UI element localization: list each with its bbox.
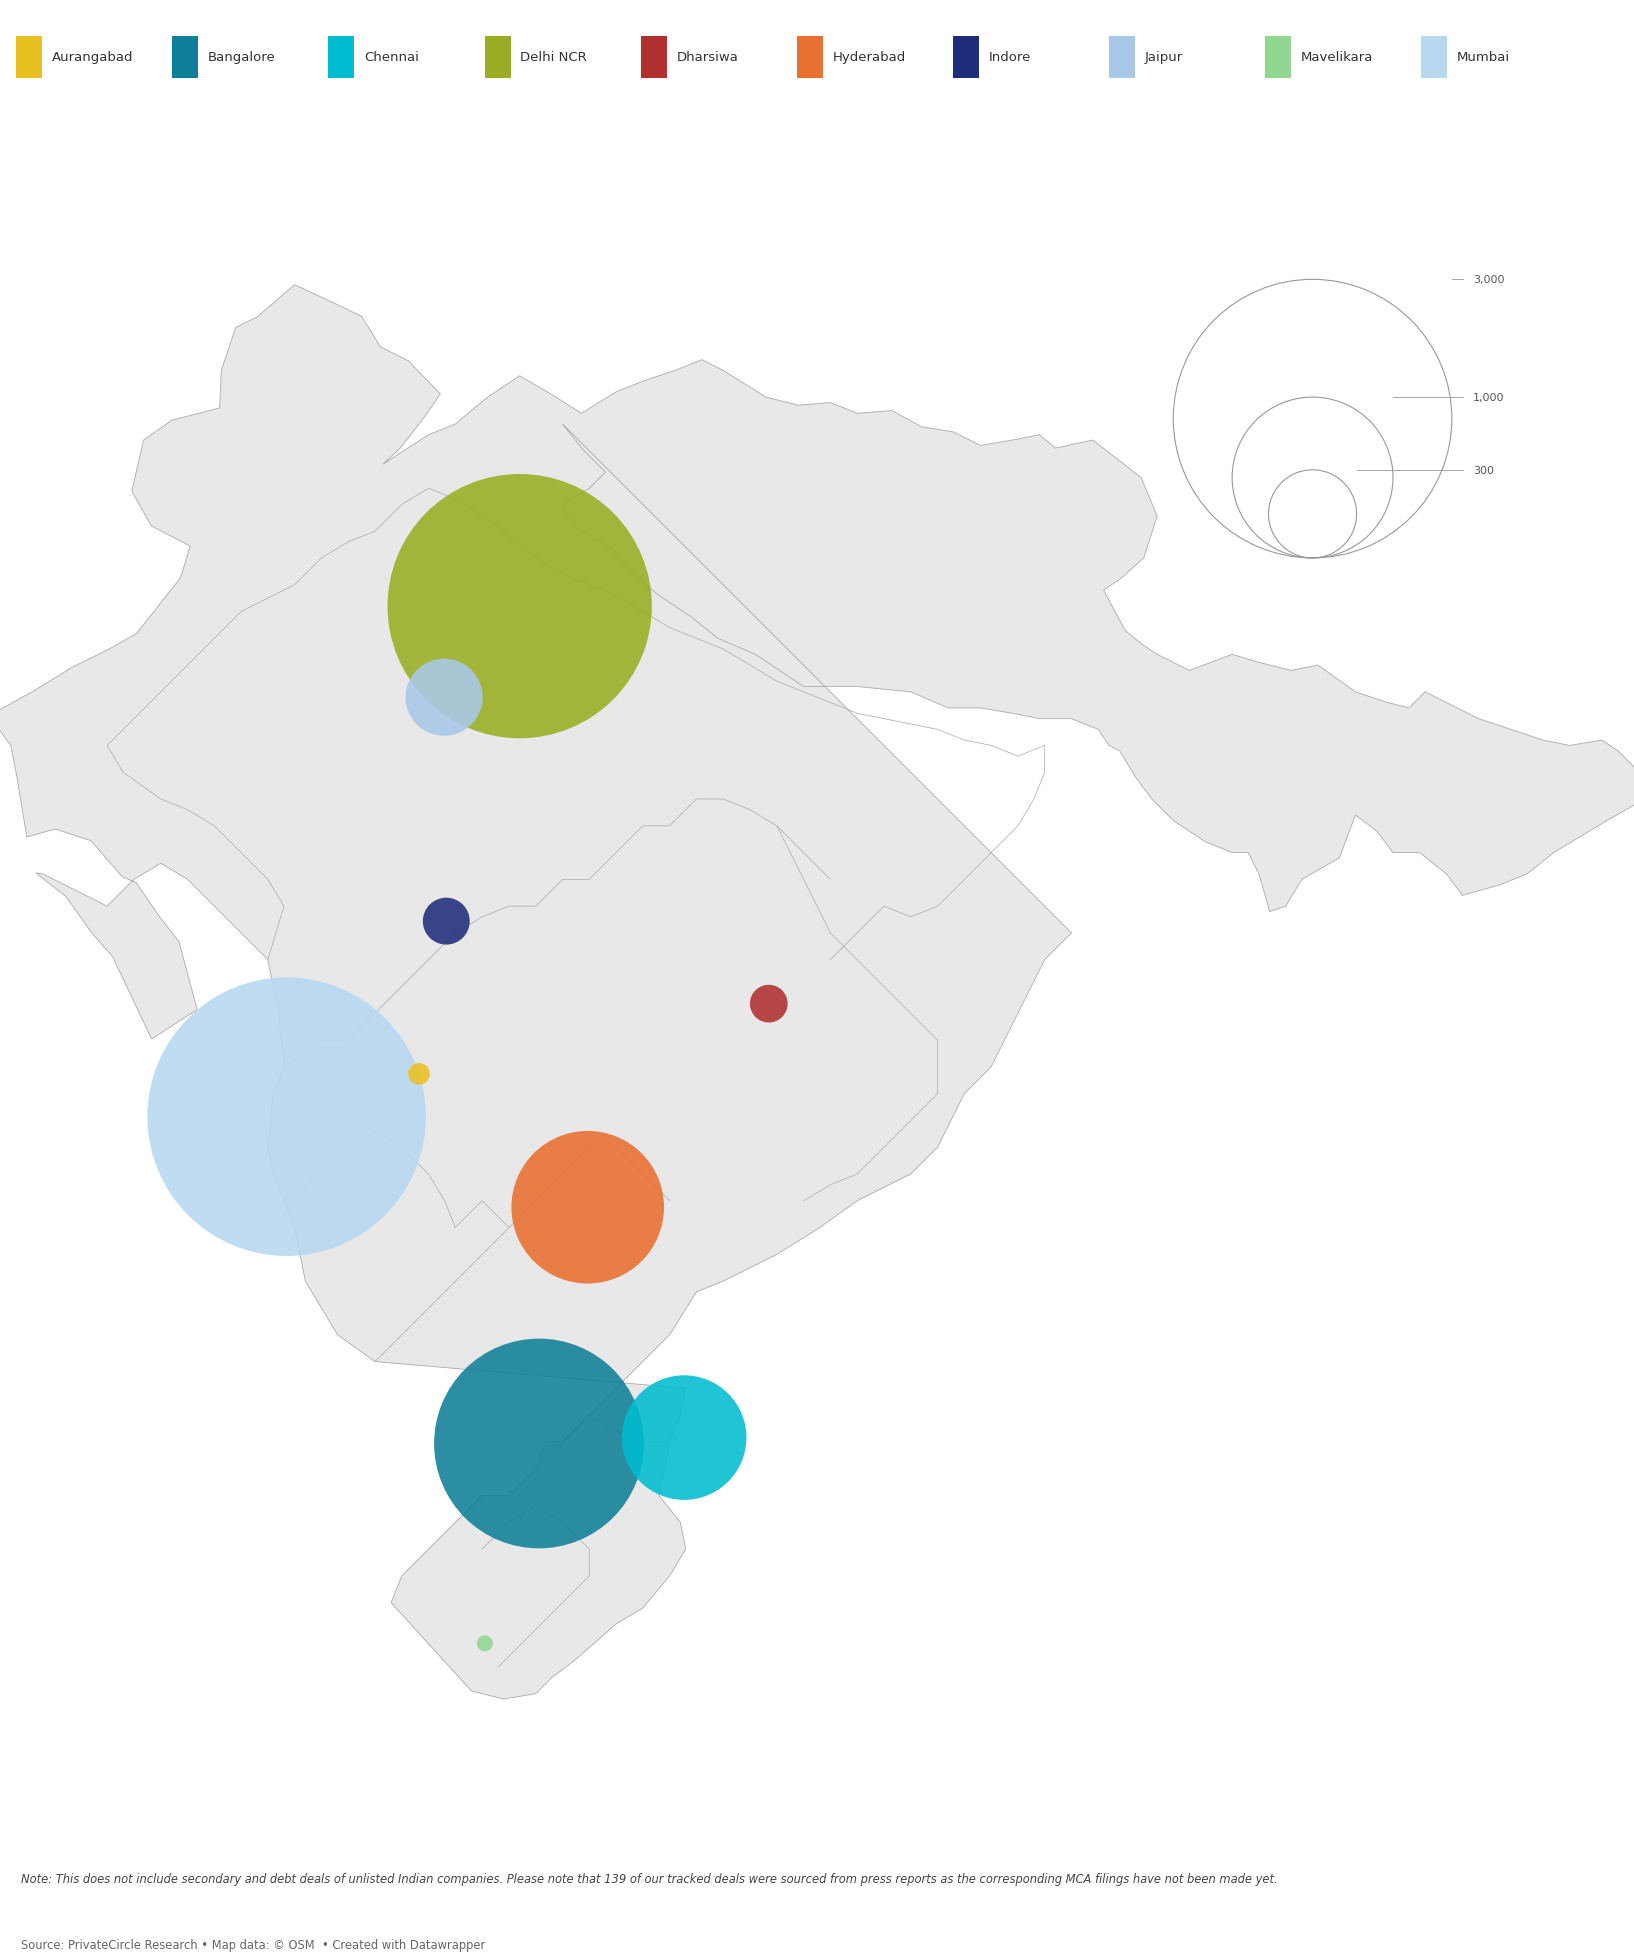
Circle shape	[477, 1636, 493, 1652]
Circle shape	[423, 898, 469, 945]
Circle shape	[408, 1063, 430, 1084]
Text: Delhi NCR: Delhi NCR	[520, 51, 587, 65]
Circle shape	[147, 978, 426, 1256]
Text: 1,000: 1,000	[1474, 393, 1505, 403]
Text: Hyderabad: Hyderabad	[832, 51, 905, 65]
FancyBboxPatch shape	[641, 37, 667, 78]
Text: Bangalore: Bangalore	[208, 51, 276, 65]
FancyBboxPatch shape	[797, 37, 822, 78]
FancyBboxPatch shape	[1265, 37, 1291, 78]
Text: Note: This does not include secondary and debt deals of unlisted Indian companie: Note: This does not include secondary an…	[21, 1873, 1278, 1885]
Text: Mumbai: Mumbai	[1458, 51, 1510, 65]
FancyBboxPatch shape	[172, 37, 198, 78]
Circle shape	[435, 1339, 644, 1548]
FancyBboxPatch shape	[16, 37, 42, 78]
Circle shape	[511, 1131, 663, 1284]
Circle shape	[387, 476, 652, 740]
Text: Mavelikara: Mavelikara	[1301, 51, 1373, 65]
Polygon shape	[0, 286, 1634, 1699]
Text: Jaipur: Jaipur	[1145, 51, 1183, 65]
Circle shape	[750, 984, 788, 1024]
FancyBboxPatch shape	[1422, 37, 1448, 78]
Text: 300: 300	[1474, 466, 1493, 476]
FancyBboxPatch shape	[1109, 37, 1136, 78]
Text: Source: PrivateCircle Research • Map data: © OSM  • Created with Datawrapper: Source: PrivateCircle Research • Map dat…	[21, 1937, 485, 1951]
FancyBboxPatch shape	[953, 37, 979, 78]
Circle shape	[405, 660, 482, 736]
Text: 3,000: 3,000	[1474, 276, 1505, 286]
FancyBboxPatch shape	[328, 37, 355, 78]
Text: Chennai: Chennai	[364, 51, 418, 65]
Text: Dharsiwa: Dharsiwa	[676, 51, 739, 65]
Circle shape	[623, 1376, 747, 1501]
FancyBboxPatch shape	[485, 37, 510, 78]
Text: Indore: Indore	[989, 51, 1031, 65]
Text: Aurangabad: Aurangabad	[52, 51, 134, 65]
